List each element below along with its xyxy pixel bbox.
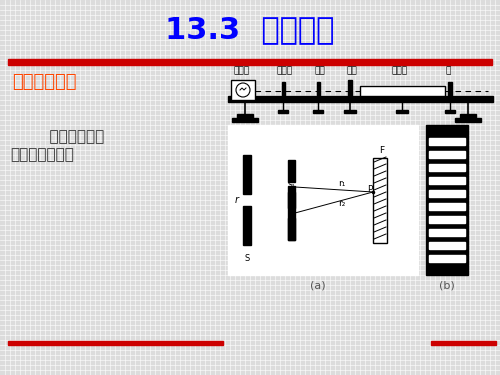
Text: r₁: r₁ — [338, 179, 345, 188]
Bar — [243, 206, 251, 245]
Bar — [243, 155, 251, 194]
Bar — [348, 80, 352, 98]
Bar — [429, 151, 465, 158]
Bar — [282, 82, 284, 98]
Bar — [316, 82, 320, 98]
Text: 双缝干涉实验: 双缝干涉实验 — [30, 129, 104, 144]
Text: (b): (b) — [439, 280, 455, 290]
Bar — [231, 80, 255, 100]
Bar — [288, 160, 295, 182]
Bar — [429, 190, 465, 197]
Text: 遮光筒: 遮光筒 — [392, 66, 408, 75]
Text: (a): (a) — [310, 280, 326, 290]
Bar — [288, 192, 295, 208]
Bar — [360, 86, 445, 96]
Bar — [429, 255, 465, 262]
Bar — [396, 110, 408, 113]
Circle shape — [236, 83, 250, 97]
Bar — [237, 114, 253, 118]
Text: 滤光片: 滤光片 — [277, 66, 293, 75]
Bar — [431, 341, 496, 345]
Bar — [445, 110, 455, 113]
Bar — [344, 110, 356, 113]
Bar — [373, 158, 387, 243]
Bar — [8, 59, 492, 65]
Bar — [429, 138, 465, 145]
Text: 13.3  光的干涉: 13.3 光的干涉 — [166, 15, 334, 45]
Text: S₂: S₂ — [287, 210, 295, 219]
Bar — [8, 341, 223, 345]
Text: 双缝: 双缝 — [346, 66, 358, 75]
Bar — [278, 110, 288, 113]
Bar — [232, 118, 258, 122]
Bar — [288, 186, 295, 240]
Bar — [429, 229, 465, 236]
Text: P: P — [366, 186, 372, 195]
Bar — [228, 125, 418, 275]
Bar — [313, 110, 323, 113]
Text: 屏: 屏 — [446, 66, 450, 75]
Bar — [429, 177, 465, 184]
Text: 单缝: 单缝 — [314, 66, 326, 75]
Text: F: F — [380, 146, 384, 155]
Text: 证明光是一种波: 证明光是一种波 — [10, 147, 74, 162]
Bar — [228, 96, 493, 102]
Text: S₁: S₁ — [287, 180, 295, 189]
Text: r₂: r₂ — [338, 199, 345, 208]
Bar — [429, 203, 465, 210]
Bar — [448, 82, 452, 98]
Bar — [429, 216, 465, 223]
Text: 白炽灯: 白炽灯 — [234, 66, 250, 75]
Text: r: r — [235, 195, 239, 205]
Bar — [288, 218, 295, 240]
Text: 一、双缝干涉: 一、双缝干涉 — [12, 73, 76, 91]
Bar — [429, 242, 465, 249]
Text: S: S — [244, 254, 250, 263]
Bar — [426, 125, 468, 275]
Bar — [455, 118, 481, 122]
Bar — [429, 164, 465, 171]
Bar — [460, 114, 476, 118]
